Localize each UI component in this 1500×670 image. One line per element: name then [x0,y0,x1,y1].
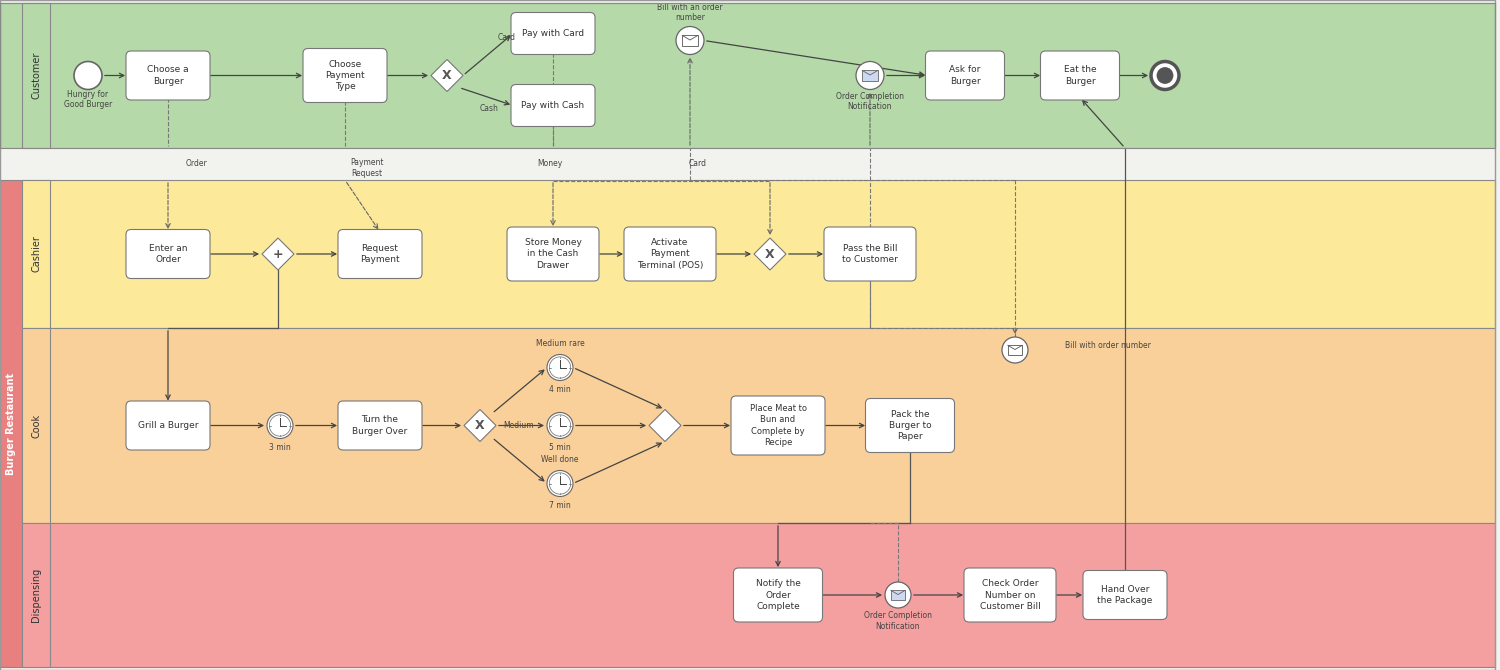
Text: Pass the Bill
to Customer: Pass the Bill to Customer [842,244,898,264]
Text: Order Completion
Notification: Order Completion Notification [864,611,932,630]
Text: Medium rare: Medium rare [536,339,585,348]
Bar [862,70,877,80]
Bar [891,590,904,600]
Polygon shape [464,409,496,442]
Circle shape [1150,62,1179,90]
Text: Hungry for
Good Burger: Hungry for Good Burger [64,90,112,109]
Text: Cook: Cook [32,413,40,438]
Circle shape [856,62,883,90]
Text: Payment
Request: Payment Request [350,158,384,178]
Text: 7 min: 7 min [549,501,572,510]
Text: Dispensing: Dispensing [32,568,40,622]
Bar [0,3,1496,148]
FancyBboxPatch shape [512,84,596,127]
FancyBboxPatch shape [126,230,210,279]
Text: Ask for
Burger: Ask for Burger [950,66,981,86]
Text: Request
Payment: Request Payment [360,244,401,264]
Polygon shape [262,238,294,270]
Text: Pay with Cash: Pay with Cash [522,101,585,110]
FancyBboxPatch shape [338,401,422,450]
Bar [22,3,50,148]
Text: Hand Over
the Package: Hand Over the Package [1098,585,1152,605]
FancyBboxPatch shape [126,401,210,450]
FancyBboxPatch shape [824,227,916,281]
Text: Well done: Well done [542,455,579,464]
Text: Turn the
Burger Over: Turn the Burger Over [352,415,408,436]
Text: Activate
Payment
Terminal (POS): Activate Payment Terminal (POS) [638,239,704,269]
Bar [22,328,1496,523]
Text: Eat the
Burger: Eat the Burger [1064,66,1096,86]
Circle shape [548,354,573,381]
Circle shape [1002,337,1028,363]
Text: Store Money
in the Cash
Drawer: Store Money in the Cash Drawer [525,239,582,269]
Polygon shape [650,409,681,442]
Circle shape [1156,67,1173,84]
Text: Card: Card [498,33,516,42]
FancyBboxPatch shape [1083,570,1167,620]
FancyBboxPatch shape [730,396,825,455]
FancyBboxPatch shape [512,13,596,54]
Text: Burger Restaurant: Burger Restaurant [6,373,16,474]
Bar [1008,345,1022,354]
Text: Pay with Card: Pay with Card [522,29,584,38]
Bar [22,328,50,523]
Text: Card: Card [688,159,706,168]
Bar [0,180,22,667]
Text: Choose
Payment
Type: Choose Payment Type [326,60,364,91]
Text: Cash: Cash [480,104,498,113]
Bar [22,523,1496,667]
Bar [682,36,698,46]
FancyBboxPatch shape [926,51,1005,100]
Text: Check Order
Number on
Customer Bill: Check Order Number on Customer Bill [980,580,1041,610]
Circle shape [548,470,573,496]
Circle shape [548,413,573,438]
Polygon shape [430,60,464,92]
FancyBboxPatch shape [507,227,598,281]
Text: Medium: Medium [504,421,534,430]
Bar [0,148,1496,180]
Text: 3 min: 3 min [268,443,291,452]
Text: 5 min: 5 min [549,443,572,452]
Circle shape [74,62,102,90]
Text: X: X [476,419,484,432]
Text: Place Meat to
Bun and
Complete by
Recipe: Place Meat to Bun and Complete by Recipe [750,405,807,447]
Text: Enter an
Order: Enter an Order [148,244,188,264]
Text: Grill a Burger: Grill a Burger [138,421,198,430]
FancyBboxPatch shape [303,48,387,103]
FancyBboxPatch shape [126,51,210,100]
FancyBboxPatch shape [865,399,954,452]
Circle shape [267,413,292,438]
FancyBboxPatch shape [1041,51,1119,100]
Text: X: X [442,69,452,82]
Circle shape [676,27,703,54]
Text: Bill with an order
number: Bill with an order number [657,3,723,22]
FancyBboxPatch shape [624,227,716,281]
Text: Cashier: Cashier [32,236,40,273]
FancyBboxPatch shape [338,230,422,279]
Text: Pack the
Burger to
Paper: Pack the Burger to Paper [888,410,932,441]
Bar [22,180,50,328]
Text: Money: Money [537,159,562,168]
Text: 4 min: 4 min [549,385,572,394]
Bar [22,180,1496,328]
Text: Choose a
Burger: Choose a Burger [147,66,189,86]
Text: Order: Order [186,159,207,168]
Polygon shape [754,238,786,270]
Text: X: X [765,247,776,261]
Text: +: + [273,247,284,261]
Bar [22,523,50,667]
FancyBboxPatch shape [964,568,1056,622]
Text: Bill with order number: Bill with order number [1065,342,1150,350]
Text: Customer: Customer [32,52,40,99]
Text: Notify the
Order
Complete: Notify the Order Complete [756,580,801,610]
Circle shape [885,582,910,608]
FancyBboxPatch shape [734,568,822,622]
Bar [0,3,1496,148]
Text: Order Completion
Notification: Order Completion Notification [836,92,904,111]
